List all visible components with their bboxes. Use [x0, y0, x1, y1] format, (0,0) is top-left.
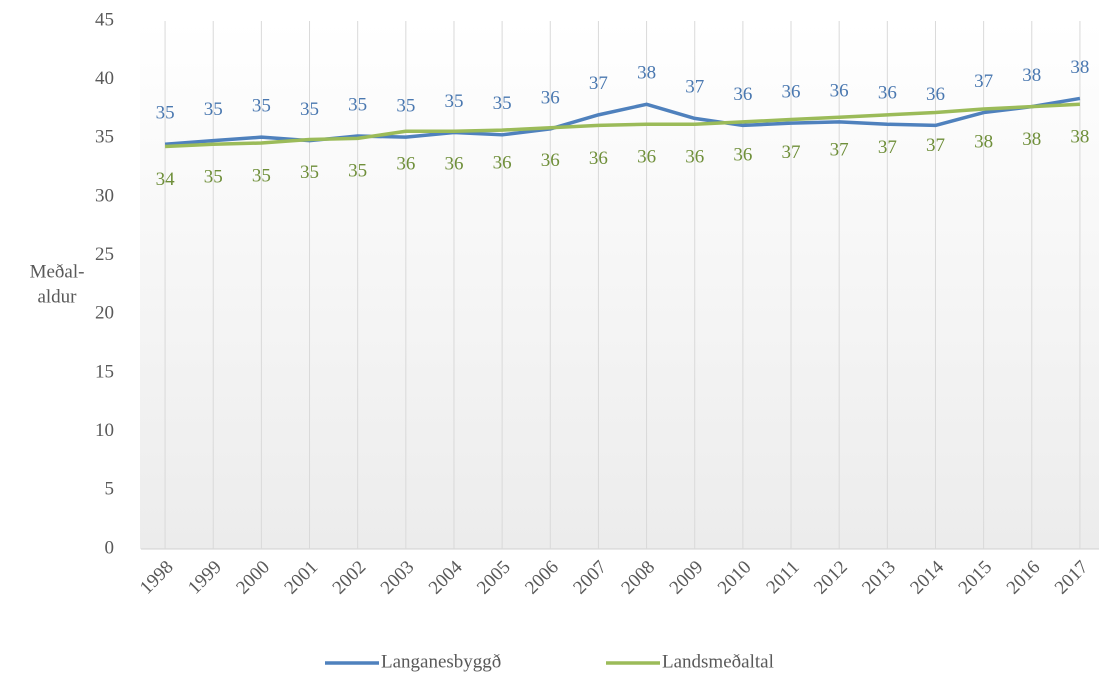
data-label: 36	[733, 144, 752, 165]
x-tick-label: 2016	[1003, 557, 1045, 599]
data-label: 36	[541, 87, 560, 108]
x-tick-label: 2003	[377, 557, 419, 599]
data-label: 36	[589, 148, 608, 169]
data-label: 35	[493, 93, 512, 114]
data-label: 36	[396, 154, 415, 175]
data-label: 36	[444, 154, 463, 175]
data-label: 36	[637, 147, 656, 168]
data-label: 38	[1070, 127, 1089, 148]
x-tick-label: 2006	[521, 557, 563, 599]
x-tick-label: 2013	[858, 557, 900, 599]
y-tick-label: 45	[95, 9, 114, 30]
data-label: 35	[252, 96, 271, 117]
x-tick-label: 1999	[184, 557, 226, 599]
data-label: 35	[204, 167, 223, 188]
x-tick-label: 2009	[666, 557, 708, 599]
data-label: 35	[300, 162, 319, 183]
data-label: 34	[156, 169, 176, 190]
y-tick-label: 25	[95, 244, 114, 265]
y-tick-label: 40	[95, 68, 114, 89]
data-label: 35	[204, 99, 223, 120]
x-tick-label: 2002	[329, 557, 371, 599]
y-tick-label: 15	[95, 361, 114, 382]
y-tick-label: 20	[95, 303, 114, 324]
data-label: 35	[156, 103, 175, 124]
y-tick-label: 0	[105, 537, 115, 558]
x-tick-label: 2004	[425, 556, 467, 598]
legend-label: Langanesbyggð	[381, 651, 501, 672]
y-tick-label: 5	[105, 479, 115, 500]
data-label: 36	[733, 84, 752, 105]
data-label: 35	[396, 96, 415, 117]
data-label: 35	[300, 99, 319, 120]
x-tick-label: 2012	[810, 557, 852, 599]
x-tick-label: 2000	[232, 557, 274, 599]
data-label: 36	[685, 147, 704, 168]
data-label: 36	[782, 81, 801, 102]
x-tick-label: 2011	[762, 557, 803, 598]
x-tick-label: 2010	[714, 557, 756, 599]
data-label: 36	[926, 84, 945, 105]
y-tick-label: 10	[95, 420, 114, 441]
plot-area	[140, 21, 1099, 549]
x-tick-label: 2014	[906, 556, 948, 598]
data-label: 37	[926, 135, 945, 156]
data-label: 36	[493, 152, 512, 173]
x-tick-label: 2005	[473, 557, 515, 599]
x-tick-label: 2008	[617, 557, 659, 599]
data-label: 37	[782, 142, 801, 163]
y-axis-label: Meðal-	[30, 261, 85, 282]
data-label: 36	[541, 150, 560, 171]
data-label: 35	[348, 94, 367, 115]
series-line	[164, 102, 1081, 149]
x-tick-label: 2001	[280, 557, 322, 599]
data-label: 36	[878, 83, 897, 104]
data-label: 38	[974, 131, 993, 152]
data-label: 37	[685, 77, 704, 98]
data-label: 37	[830, 140, 849, 161]
x-tick-label: 2007	[569, 557, 611, 599]
legend-label: Landsmeðaltal	[662, 651, 774, 672]
data-label: 35	[252, 165, 271, 186]
y-axis-label: aldur	[37, 286, 77, 307]
data-label: 38	[637, 63, 656, 84]
data-label: 37	[878, 137, 897, 158]
data-label: 38	[1022, 129, 1041, 150]
data-label: 36	[830, 80, 849, 101]
data-label: 38	[1070, 57, 1089, 78]
y-tick-label: 35	[95, 127, 114, 148]
x-tick-label: 2015	[955, 557, 997, 599]
data-label: 37	[974, 71, 993, 92]
data-label: 37	[589, 73, 608, 94]
data-label: 35	[348, 161, 367, 182]
y-tick-label: 30	[95, 185, 114, 206]
x-tick-label: 1998	[136, 557, 178, 599]
data-label: 35	[444, 91, 463, 112]
x-tick-label: 2017	[1051, 557, 1093, 599]
data-label: 38	[1022, 65, 1041, 86]
